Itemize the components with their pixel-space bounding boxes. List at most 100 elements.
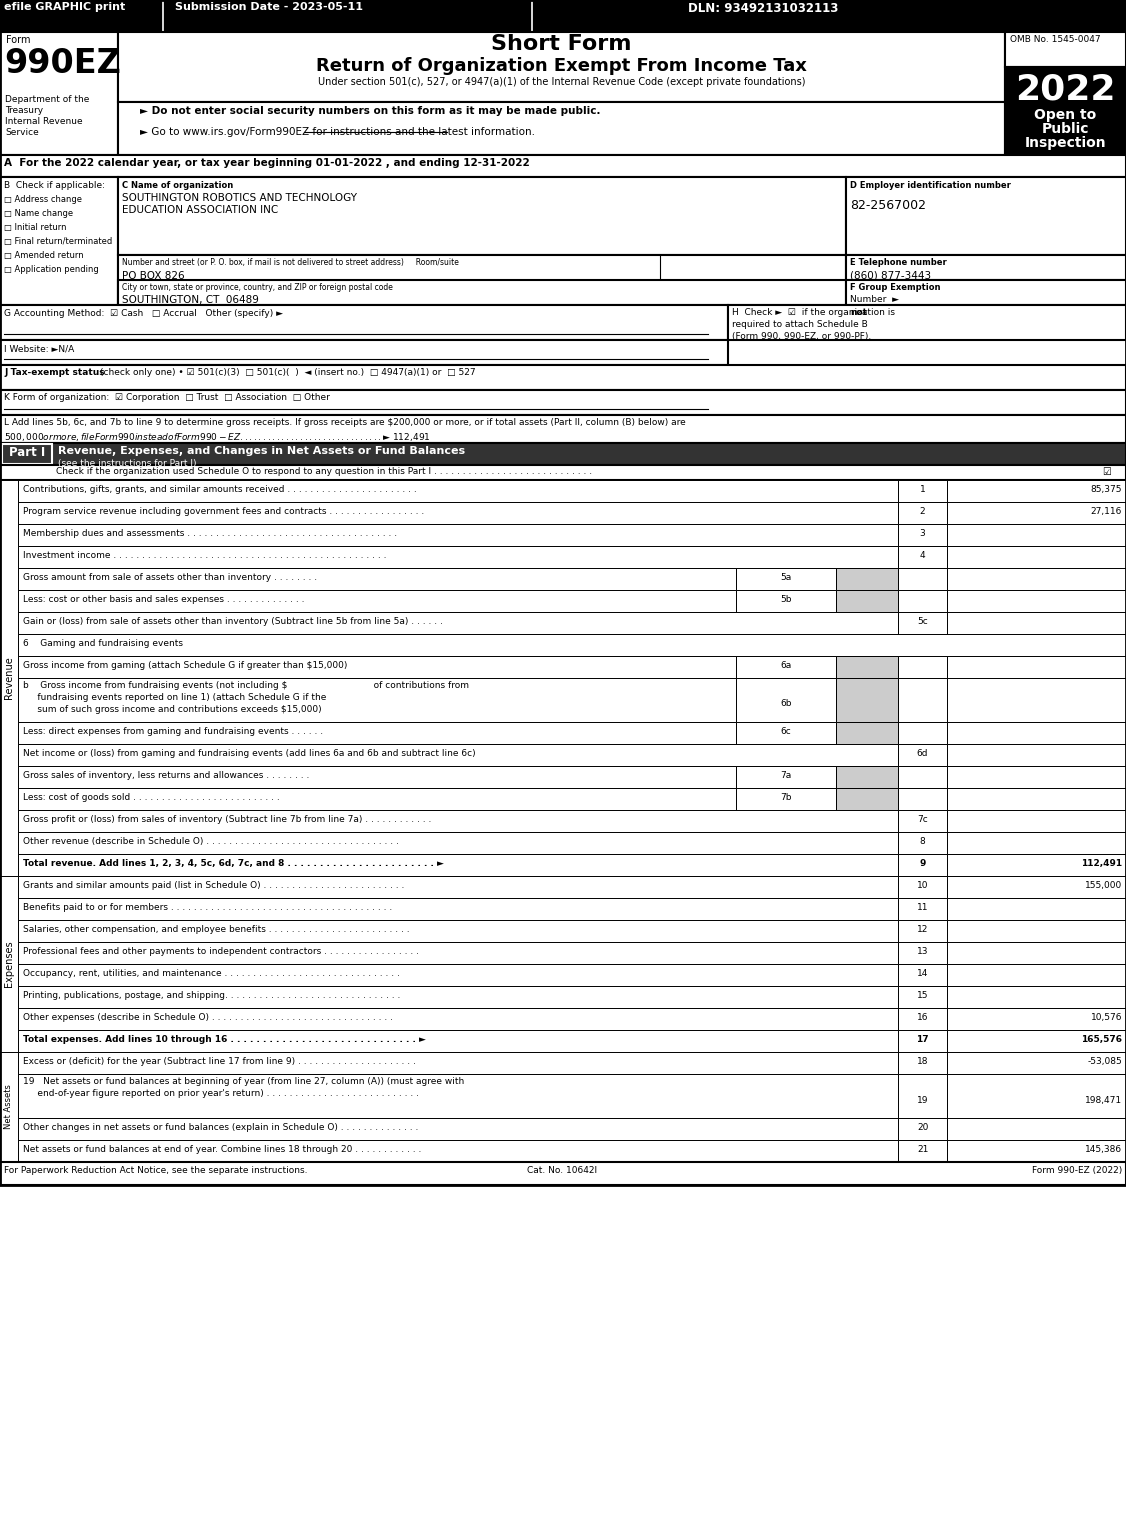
Bar	[18, 1029, 898, 1052]
Bar	[0, 177, 117, 305]
Text: Less: direct expenses from gaming and fundraising events . . . . . .: Less: direct expenses from gaming and fu…	[23, 727, 323, 737]
Bar	[736, 567, 835, 590]
Text: 10: 10	[917, 881, 928, 891]
Bar	[898, 810, 947, 833]
Text: Other expenses (describe in Schedule O) . . . . . . . . . . . . . . . . . . . . : Other expenses (describe in Schedule O) …	[23, 1013, 393, 1022]
Text: Check if the organization used Schedule O to respond to any question in this Par: Check if the organization used Schedule …	[55, 467, 592, 476]
Bar	[0, 1162, 1126, 1185]
Bar	[0, 480, 18, 875]
Text: D Employer identification number: D Employer identification number	[850, 181, 1010, 191]
Text: 19: 19	[917, 1096, 928, 1106]
Bar	[18, 854, 898, 875]
Text: 145,386: 145,386	[1085, 1145, 1122, 1154]
Text: 85,375: 85,375	[1091, 485, 1122, 494]
Bar	[835, 721, 898, 744]
Text: 21: 21	[917, 1145, 928, 1154]
Text: Form: Form	[6, 35, 30, 46]
Text: Program service revenue including government fees and contracts . . . . . . . . : Program service revenue including govern…	[23, 506, 425, 515]
Text: 82-2567002: 82-2567002	[850, 198, 926, 212]
Bar	[18, 1074, 898, 1118]
Text: 155,000: 155,000	[1085, 881, 1122, 891]
Text: 7b: 7b	[780, 793, 791, 802]
Text: Gross profit or (loss) from sales of inventory (Subtract line 7b from line 7a) .: Gross profit or (loss) from sales of inv…	[23, 814, 431, 824]
Text: required to attach Schedule B: required to attach Schedule B	[732, 320, 868, 329]
Bar	[835, 656, 898, 679]
Bar	[898, 833, 947, 854]
Bar	[947, 810, 1126, 833]
Bar	[898, 1052, 947, 1074]
Bar	[835, 788, 898, 810]
Text: EDUCATION ASSOCIATION INC: EDUCATION ASSOCIATION INC	[122, 204, 278, 215]
Text: 2022: 2022	[1015, 72, 1115, 107]
Bar	[947, 942, 1126, 964]
Text: A  For the 2022 calendar year, or tax year beginning 01-01-2022 , and ending 12-: A For the 2022 calendar year, or tax yea…	[5, 159, 530, 168]
Bar	[736, 788, 835, 810]
Bar	[18, 525, 898, 546]
Text: 5c: 5c	[917, 618, 928, 625]
Bar	[1005, 32, 1126, 67]
Text: □ Final return/terminated: □ Final return/terminated	[5, 236, 112, 246]
Text: Gross sales of inventory, less returns and allowances . . . . . . . .: Gross sales of inventory, less returns a…	[23, 772, 309, 779]
Text: OMB No. 1545-0047: OMB No. 1545-0047	[1010, 35, 1101, 44]
Text: Benefits paid to or for members . . . . . . . . . . . . . . . . . . . . . . . . : Benefits paid to or for members . . . . …	[23, 903, 392, 912]
Bar	[0, 415, 1126, 442]
Text: -53,085: -53,085	[1087, 1057, 1122, 1066]
Text: J Tax-exempt status: J Tax-exempt status	[5, 368, 105, 377]
Bar	[898, 788, 947, 810]
Text: (860) 877-3443: (860) 877-3443	[850, 271, 931, 281]
Bar	[947, 590, 1126, 612]
Bar	[18, 656, 736, 679]
Text: G Accounting Method:  ☑ Cash   □ Accrual   Other (specify) ►: G Accounting Method: ☑ Cash □ Accrual Ot…	[5, 310, 283, 319]
Text: Inspection: Inspection	[1024, 136, 1106, 149]
Text: 18: 18	[917, 1057, 928, 1066]
Bar	[947, 525, 1126, 546]
Text: Grants and similar amounts paid (list in Schedule O) . . . . . . . . . . . . . .: Grants and similar amounts paid (list in…	[23, 881, 404, 891]
Bar	[947, 1008, 1126, 1029]
Bar	[18, 1052, 898, 1074]
Text: Gain or (loss) from sale of assets other than inventory (Subtract line 5b from l: Gain or (loss) from sale of assets other…	[23, 618, 443, 625]
Bar	[947, 1141, 1126, 1162]
Bar	[736, 721, 835, 744]
Bar	[835, 590, 898, 612]
Bar	[18, 875, 898, 898]
Bar	[117, 102, 1005, 156]
Bar	[18, 721, 736, 744]
Bar	[898, 854, 947, 875]
Bar	[898, 590, 947, 612]
Bar	[898, 546, 947, 567]
Text: Excess or (deficit) for the year (Subtract line 17 from line 9) . . . . . . . . : Excess or (deficit) for the year (Subtra…	[23, 1057, 415, 1066]
Bar	[898, 987, 947, 1008]
Text: ☑: ☑	[1102, 467, 1111, 477]
Text: 19   Net assets or fund balances at beginning of year (from line 27, column (A)): 19 Net assets or fund balances at beginn…	[23, 1077, 464, 1086]
Bar	[898, 679, 947, 721]
Text: 27,116: 27,116	[1091, 506, 1122, 515]
Bar	[835, 766, 898, 788]
Bar	[0, 32, 117, 156]
Text: 198,471: 198,471	[1085, 1096, 1122, 1106]
Bar	[947, 964, 1126, 987]
Bar	[18, 744, 898, 766]
Text: Public: Public	[1041, 122, 1089, 136]
Text: (check only one) • ☑ 501(c)(3)  □ 501(c)(  )  ◄ (insert no.)  □ 4947(a)(1) or  □: (check only one) • ☑ 501(c)(3) □ 501(c)(…	[99, 368, 475, 377]
Bar	[117, 255, 846, 305]
Bar	[0, 875, 18, 1052]
Bar	[18, 898, 898, 920]
Bar	[947, 567, 1126, 590]
Bar	[736, 656, 835, 679]
Bar	[947, 766, 1126, 788]
Text: 6b: 6b	[780, 698, 791, 708]
Text: For Paperwork Reduction Act Notice, see the separate instructions.: For Paperwork Reduction Act Notice, see …	[5, 1167, 307, 1174]
Bar	[898, 567, 947, 590]
Text: L Add lines 5b, 6c, and 7b to line 9 to determine gross receipts. If gross recei: L Add lines 5b, 6c, and 7b to line 9 to …	[5, 418, 685, 427]
Bar	[947, 788, 1126, 810]
Bar	[18, 788, 736, 810]
Text: $500,000 or more, file Form 990 instead of Form 990-EZ . . . . . . . . . . . . .: $500,000 or more, file Form 990 instead …	[5, 432, 430, 442]
Text: 5b: 5b	[780, 595, 791, 604]
Text: 1: 1	[920, 485, 926, 494]
Text: (see the instructions for Part I): (see the instructions for Part I)	[58, 459, 196, 468]
Bar	[947, 1052, 1126, 1074]
Bar	[947, 1029, 1126, 1052]
Bar	[898, 766, 947, 788]
Bar	[898, 920, 947, 942]
Bar	[947, 987, 1126, 1008]
